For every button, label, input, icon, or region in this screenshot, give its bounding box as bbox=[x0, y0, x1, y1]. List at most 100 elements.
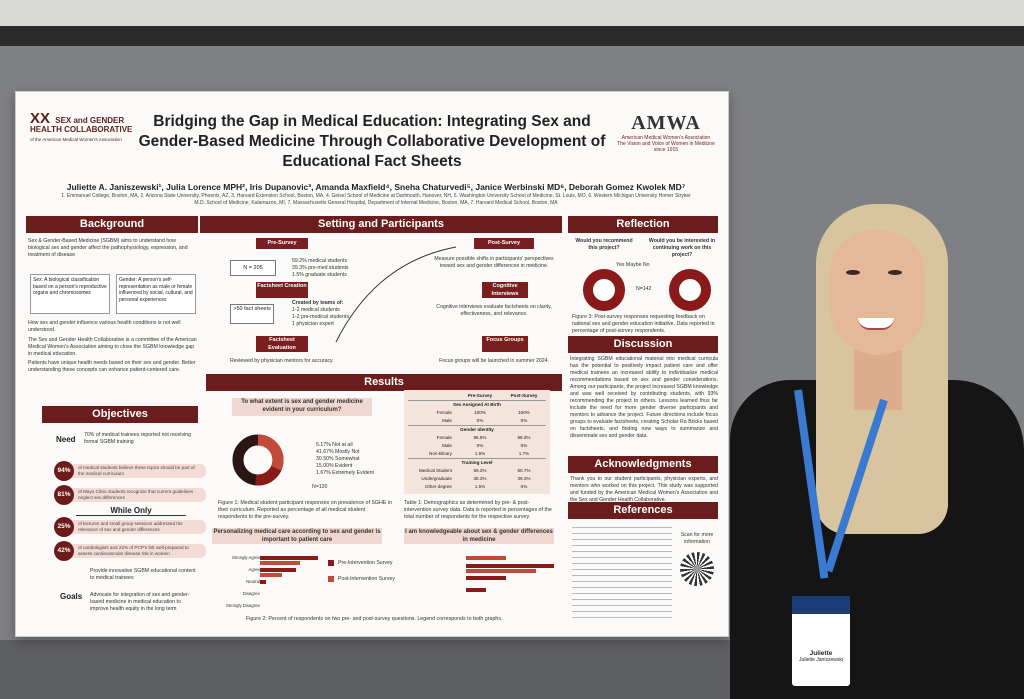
table-group: Training Level bbox=[408, 458, 546, 467]
focus-groups-box: Focus Groups bbox=[482, 336, 528, 352]
presenter: Juliette Juliette Janiszewski bbox=[730, 200, 1024, 699]
pre-legend: Pre-Intervention Survey bbox=[338, 560, 393, 566]
poster-authors: Juliette A. Janiszewski¹, Julia Lorence … bbox=[66, 182, 686, 192]
likert-labels: Strongly Agree Agree Neutral Disagree St… bbox=[225, 555, 260, 608]
factsheet-creation-box: Factsheet Creation bbox=[256, 282, 308, 298]
pre-legend-swatch bbox=[328, 560, 334, 566]
amwa-logo: AMWA American Medical Women's Associatio… bbox=[617, 112, 715, 153]
team-member: 1-2 pre-medical students bbox=[292, 314, 350, 320]
fact-sheets-box: >50 fact sheets bbox=[230, 304, 274, 324]
focus-text: Focus groups will be launched in summer … bbox=[439, 358, 549, 364]
sghc-logo: XX SEX and GENDER HEALTH COLLABORATIVE o… bbox=[30, 110, 133, 142]
pie-chart-continue bbox=[669, 269, 711, 311]
stat-value: 25% bbox=[54, 517, 74, 537]
results-question-1: To what extent is sex and gender medicin… bbox=[232, 398, 372, 416]
bar-chart-1 bbox=[260, 556, 318, 584]
stat-value: 42% bbox=[54, 541, 74, 561]
post-legend: Post-Intervention Survey bbox=[338, 576, 395, 582]
table-row: Male 0% 0% bbox=[442, 418, 528, 423]
figure-2-caption: Figure 2: Percent of respondents on two … bbox=[246, 616, 503, 622]
reflection-legend: Yes Maybe No bbox=[616, 262, 650, 268]
discussion-heading: Discussion bbox=[568, 336, 718, 353]
acknowledgments-text: Thank you to our student participants, p… bbox=[570, 476, 718, 503]
team-member: 1 physician expert bbox=[292, 321, 334, 327]
references-list bbox=[572, 522, 672, 622]
eye bbox=[846, 270, 860, 275]
gender-definition: Gender: A person's self-representation a… bbox=[116, 274, 196, 314]
teams-title: Created by teams of: bbox=[292, 300, 344, 306]
setting-heading: Setting and Participants bbox=[200, 216, 562, 233]
pre-stat: 1.5% graduate students bbox=[292, 272, 347, 278]
goals-label: Goals bbox=[60, 592, 83, 601]
background-bullet-2: The Sex and Gender Health Collaborative … bbox=[28, 337, 197, 357]
table-row: Medical Student 59.2% 60.7% bbox=[419, 468, 531, 473]
pie-chart-recommend bbox=[583, 269, 625, 311]
stat-pill: of Mayo Clinic students recognize that c… bbox=[56, 488, 206, 502]
objectives-heading: Objectives bbox=[42, 406, 198, 423]
reflection-heading: Reflection bbox=[568, 216, 718, 233]
figure-3-caption: Figure 3: Post-survey responses requesti… bbox=[572, 314, 715, 334]
table-1-caption: Table 1: Demographics as determined by p… bbox=[404, 500, 552, 520]
discussion-text: Integrating SGBM educational material in… bbox=[570, 356, 718, 439]
scan-text: Scan for more information bbox=[680, 532, 714, 545]
table-row: Female 100% 100% bbox=[436, 410, 530, 415]
table-row: Non-Binary 1.5% 1.7% bbox=[429, 451, 530, 456]
reflection-question-1: Would you recommend this project? bbox=[575, 238, 633, 251]
table-header: Pre-Survey Post-Survey bbox=[467, 393, 538, 398]
stat-pill: of medical students believe these topics… bbox=[56, 464, 206, 478]
badge-full-name: Juliette Janiszewski bbox=[799, 657, 843, 663]
table-group: Gender Identity bbox=[408, 425, 546, 434]
qr-code bbox=[680, 552, 714, 586]
post-survey-box: Post-Survey bbox=[474, 238, 534, 249]
bar-chart-2 bbox=[466, 556, 554, 592]
stat-value: 94% bbox=[54, 461, 74, 481]
team-member: 1-2 medical students bbox=[292, 307, 340, 313]
legend-item: 41.67% Mostly Not bbox=[316, 449, 360, 455]
ceiling bbox=[0, 0, 1024, 30]
reviewed-text: Reviewed by physician mentors for accura… bbox=[230, 358, 334, 364]
sex-definition: Sex: A biological classification based o… bbox=[30, 274, 110, 314]
table-row: Male 0% 0% bbox=[442, 443, 528, 448]
background-bullet-1: How sex and gender influence various hea… bbox=[28, 320, 181, 333]
display-rail bbox=[0, 26, 1024, 46]
eye bbox=[888, 270, 902, 275]
reflection-question-2: Would you be interested in continuing wo… bbox=[648, 238, 716, 258]
cognitive-text: Cognitive interviews evaluate factsheets… bbox=[436, 304, 552, 317]
pre-survey-box: Pre-Survey bbox=[256, 238, 308, 249]
results-heading: Results bbox=[206, 374, 562, 391]
research-poster: XX SEX and GENDER HEALTH COLLABORATIVE o… bbox=[16, 92, 728, 636]
need-text: 70% of medical trainees reported not rec… bbox=[84, 432, 191, 445]
references-heading: References bbox=[568, 502, 718, 519]
pre-stat: 39.3% pre-med students bbox=[292, 265, 349, 271]
cognitive-interviews-box: Cognitive Interviews bbox=[482, 282, 528, 298]
background-heading: Background bbox=[26, 216, 198, 233]
stat-value: 81% bbox=[54, 485, 74, 505]
stat-pill: of lectures and small group sessions add… bbox=[56, 520, 206, 534]
sample-size: N = 205 bbox=[230, 260, 276, 276]
table-row: Female 98.5% 98.3% bbox=[436, 435, 531, 440]
poster-title: Bridging the Gap in Medical Education: I… bbox=[138, 113, 606, 170]
flow-arrow bbox=[335, 246, 457, 343]
reflection-n: N=142 bbox=[636, 286, 652, 292]
face bbox=[830, 230, 925, 355]
figure-1-caption: Figure 1: Medical student participant re… bbox=[218, 500, 393, 520]
donut-chart bbox=[232, 434, 284, 486]
badge-name: Juliette bbox=[809, 650, 833, 657]
table-row: Undergraduate 39.3% 39.3% bbox=[421, 476, 531, 481]
post-legend-swatch bbox=[328, 576, 334, 582]
legend-item: 5.17% Not at all bbox=[316, 442, 353, 448]
neck bbox=[854, 350, 902, 410]
stat-pill: of cardiologists and 22% of PCP's felt w… bbox=[56, 544, 206, 558]
acknowledgments-heading: Acknowledgments bbox=[568, 456, 718, 473]
smile bbox=[858, 318, 894, 330]
background-intro: Sex & Gender-Based Medicine (SGBM) aims … bbox=[28, 238, 188, 258]
while-only-label: While Only bbox=[76, 506, 186, 516]
legend-item: 30.50% Somewhat bbox=[316, 456, 360, 462]
poster-affiliations: 1. Emmanuel College, Boston, MA, 2. Ariz… bbox=[61, 193, 691, 206]
goal-1: Provide innovative SGBM educational cont… bbox=[90, 568, 196, 581]
goal-2: Advocate for integration of sex and gend… bbox=[90, 592, 190, 612]
legend-item: 1.67% Extremely Evident bbox=[316, 470, 374, 476]
badge-header bbox=[792, 596, 850, 614]
factsheet-evaluation-box: Factsheet Evaluation bbox=[256, 336, 308, 352]
results-question-3: I am knowledgeable about sex & gender di… bbox=[404, 528, 554, 544]
